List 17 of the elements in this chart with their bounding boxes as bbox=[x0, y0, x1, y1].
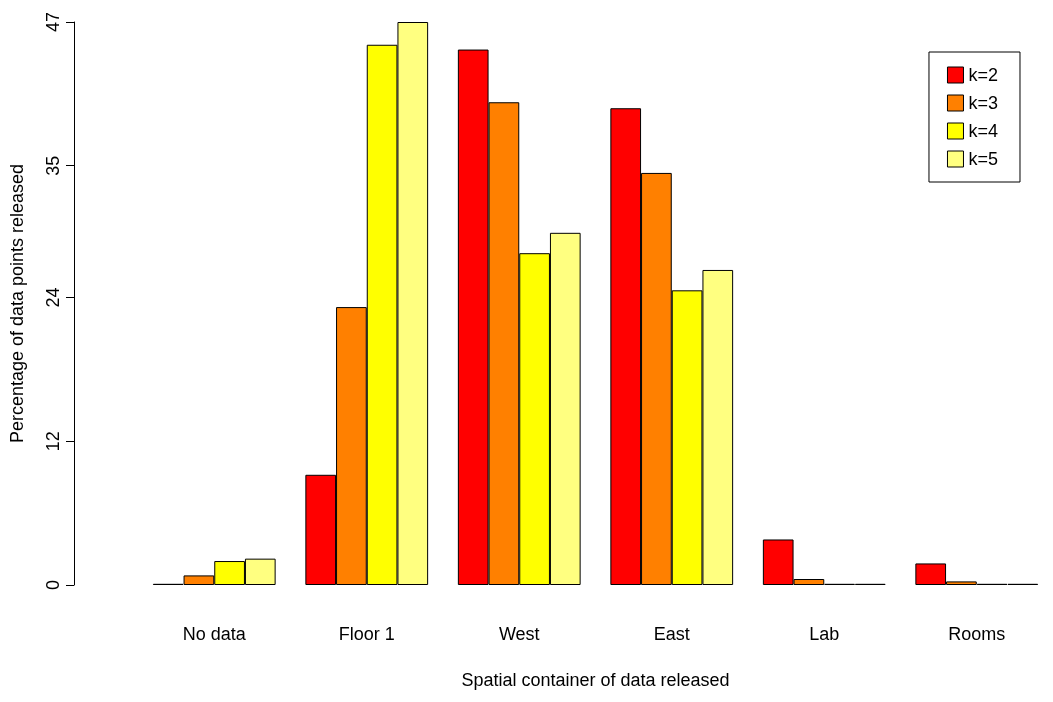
x-tick-label: East bbox=[653, 624, 690, 644]
x-tick-label: No data bbox=[182, 624, 247, 644]
y-tick-label: 47 bbox=[43, 11, 63, 33]
legend-label: k=3 bbox=[968, 93, 999, 113]
x-tick-label: Rooms bbox=[948, 624, 1006, 644]
legend-label: k=2 bbox=[968, 65, 999, 85]
y-tick-label: 12 bbox=[43, 431, 63, 452]
x-tick-label: Lab bbox=[809, 624, 840, 644]
x-axis-title: Spatial container of data released bbox=[461, 670, 730, 690]
y-tick-label: 35 bbox=[43, 155, 63, 176]
y-axis-title: Percentage of data points released bbox=[7, 163, 27, 444]
legend-label: k=4 bbox=[968, 121, 999, 141]
y-tick-label: 24 bbox=[43, 287, 63, 308]
y-tick-label: 0 bbox=[43, 579, 63, 591]
legend-label: k=5 bbox=[968, 149, 999, 169]
x-tick-label: West bbox=[498, 624, 540, 644]
x-tick-label: Floor 1 bbox=[338, 624, 395, 644]
